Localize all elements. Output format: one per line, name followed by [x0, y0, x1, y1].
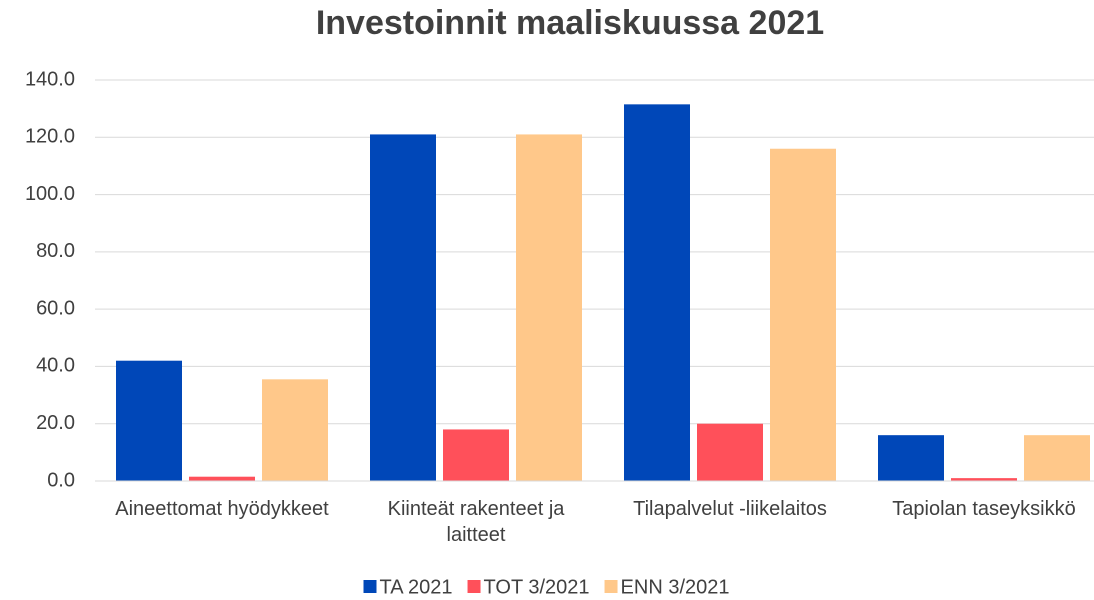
y-tick-label: 80.0 [36, 240, 75, 262]
bar [370, 134, 436, 481]
y-tick-label: 100.0 [25, 183, 75, 205]
bar [1024, 435, 1090, 481]
y-tick-label: 20.0 [36, 412, 75, 434]
bar [443, 429, 509, 481]
bar [770, 148, 836, 481]
y-tick-label: 140.0 [25, 68, 75, 90]
bar [116, 360, 182, 481]
x-tick-label: Tilapalvelut -liikelaitos [633, 498, 827, 520]
legend-label: TA 2021 [380, 576, 453, 598]
x-tick-label: Kiinteät rakenteet ja laitteet [387, 498, 565, 546]
x-tick-label: Aineettomat hyödykkeet [115, 498, 329, 520]
legend-marker [604, 580, 618, 593]
x-tick-label: Tapiolan taseyksikkö [892, 498, 1076, 520]
bar [951, 478, 1017, 481]
legend-marker [363, 580, 377, 593]
bar [262, 379, 328, 481]
y-tick-label: 40.0 [36, 355, 75, 377]
bar [624, 104, 690, 481]
bar [189, 476, 255, 481]
legend-marker [467, 580, 481, 593]
chart-title: Investoinnit maaliskuussa 2021 [316, 4, 824, 42]
bar [697, 423, 763, 481]
bar [878, 435, 944, 481]
legend-label: TOT 3/2021 [484, 576, 590, 598]
legend-label: ENN 3/2021 [621, 576, 730, 598]
y-tick-label: 0.0 [47, 469, 75, 491]
y-tick-label: 60.0 [36, 297, 75, 319]
bar [516, 134, 582, 481]
y-tick-label: 120.0 [25, 126, 75, 148]
